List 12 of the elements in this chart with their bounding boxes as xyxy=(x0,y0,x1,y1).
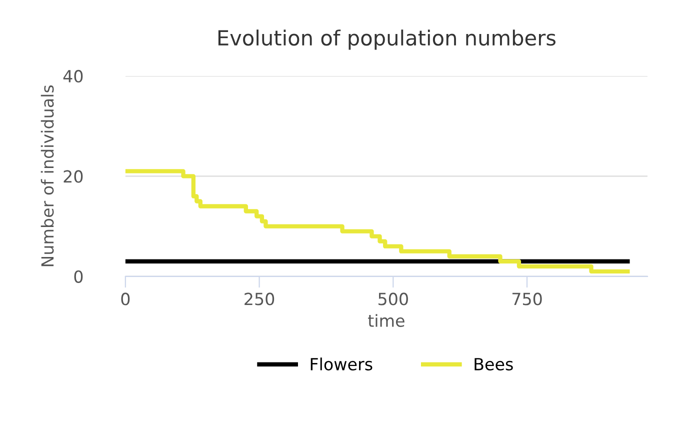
x-tick-label: 250 xyxy=(244,292,274,306)
x-axis-title: time xyxy=(368,314,404,327)
legend-label: Bees xyxy=(474,358,513,370)
chart-title: Evolution of population numbers xyxy=(218,30,556,50)
legend-label: Flowers xyxy=(310,358,372,370)
y-tick-label: 20 xyxy=(64,170,83,183)
y-tick-label: 40 xyxy=(63,70,83,83)
x-tick-label: 0 xyxy=(121,292,130,306)
y-axis-title: Number of individuals xyxy=(40,85,54,266)
x-tick-label: 750 xyxy=(512,292,542,306)
x-tick-label: 500 xyxy=(378,292,408,306)
y-tick-label: 0 xyxy=(74,270,83,283)
